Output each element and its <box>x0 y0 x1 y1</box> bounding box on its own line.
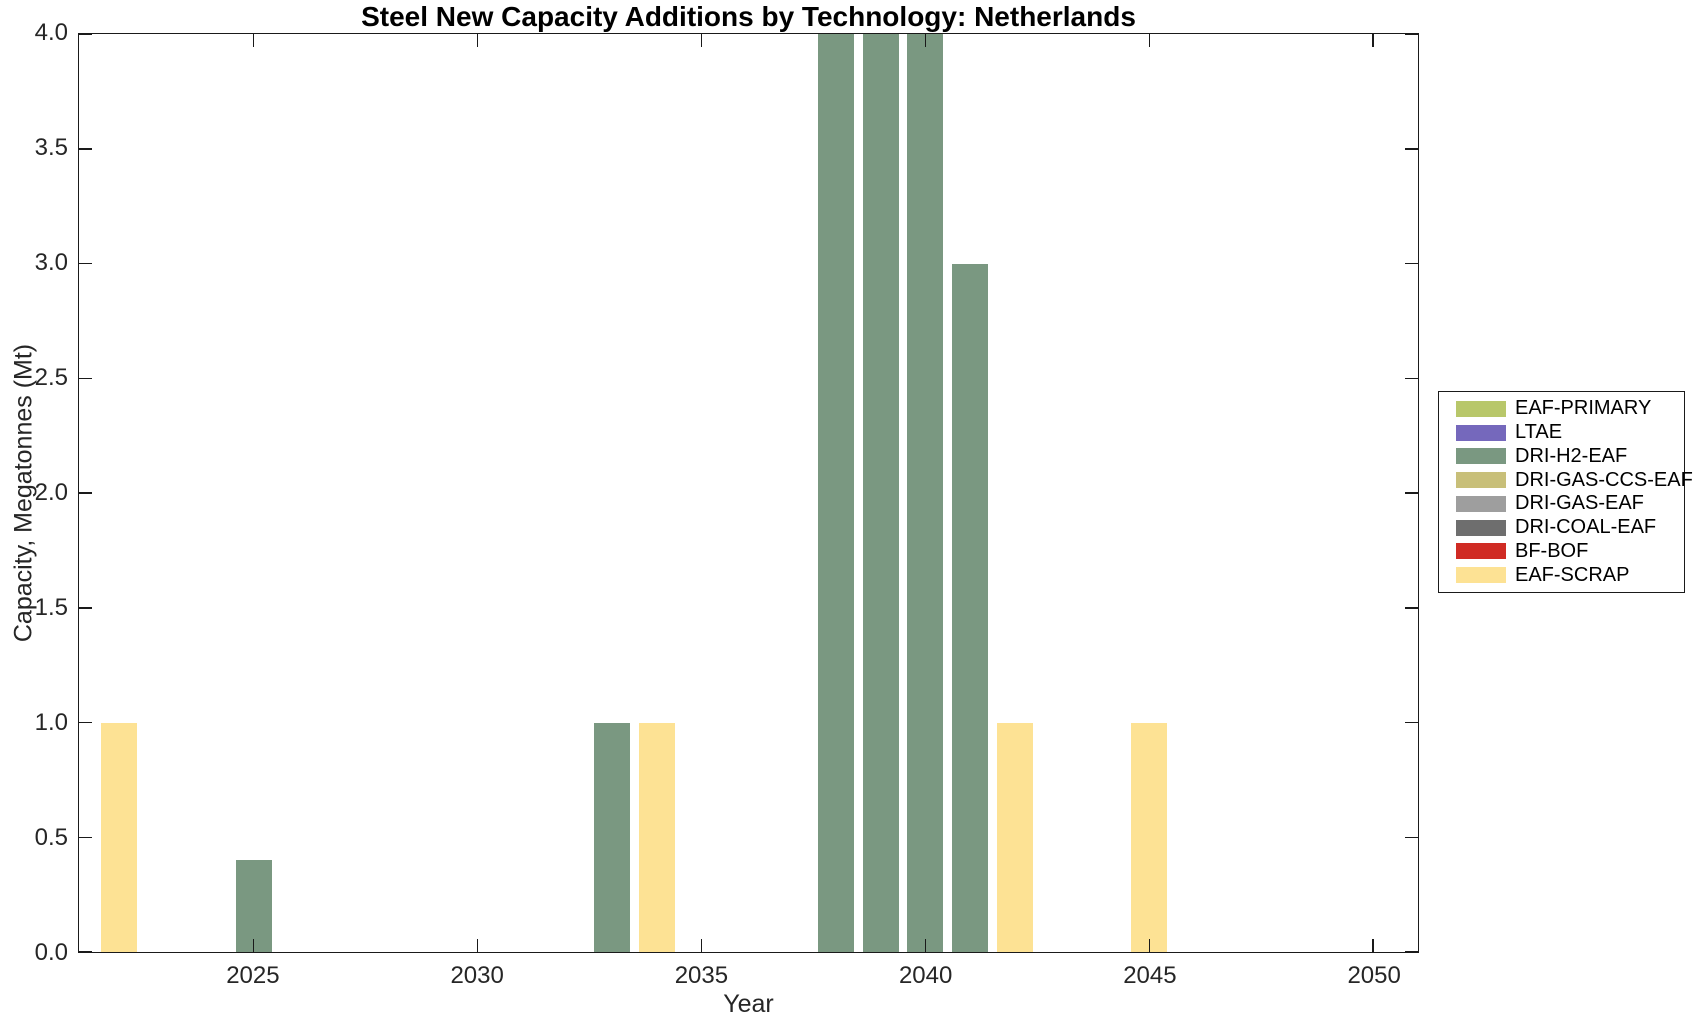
bar-2042-eaf-scrap <box>997 722 1033 952</box>
legend-swatch-eaf-scrap <box>1456 567 1506 584</box>
legend-label: LTAE <box>1515 421 1563 444</box>
legend-swatch-dri-gas-ccs-eaf <box>1456 472 1506 489</box>
legend-swatch-dri-h2-eaf <box>1456 448 1506 465</box>
legend-label: BF-BOF <box>1515 539 1589 562</box>
y-tick-label-4.0: 4.0 <box>34 19 68 46</box>
bar-2022-eaf-scrap <box>101 722 138 952</box>
x-tick-label-2050: 2050 <box>1347 962 1401 989</box>
y-tick-mark <box>79 836 92 838</box>
x-tick-mark-top <box>924 34 927 47</box>
x-tick-mark <box>924 939 927 952</box>
legend-row-ltae: LTAE <box>1456 421 1684 445</box>
y-tick-label-1.5: 1.5 <box>34 594 68 621</box>
legend-label: DRI-GAS-CCS-EAF <box>1515 468 1693 491</box>
y-tick-label-1.0: 1.0 <box>34 709 68 736</box>
chart-title: Steel New Capacity Additions by Technolo… <box>361 1 1136 32</box>
y-tick-mark <box>79 262 92 265</box>
x-tick-mark-top <box>476 34 479 47</box>
x-tick-label-2040: 2040 <box>898 962 953 989</box>
x-tick-mark <box>700 939 703 952</box>
legend-swatch-eaf-primary <box>1456 400 1506 417</box>
x-tick-label-2030: 2030 <box>450 962 504 989</box>
y-tick-mark <box>79 721 92 724</box>
legend-row-eaf-scrap: EAF-SCRAP <box>1456 563 1684 587</box>
legend-label: DRI-GAS-EAF <box>1515 492 1644 515</box>
bar-2038-dri-h2-eaf <box>817 34 854 952</box>
legend-row-eaf-primary: EAF-PRIMARY <box>1456 397 1684 421</box>
x-tick-label-2035: 2035 <box>674 962 729 989</box>
x-tick-mark-top <box>252 34 255 47</box>
y-tick-mark-right <box>1405 377 1418 379</box>
y-tick-label-0.5: 0.5 <box>34 824 68 851</box>
legend: EAF-PRIMARY LTAE DRI-H2-EAF DRI-GAS-CCS-EAF… <box>1438 391 1693 593</box>
bar-2040-dri-h2-eaf <box>907 34 944 952</box>
y-tick-mark-right <box>1405 33 1418 35</box>
bar-2039-dri-h2-eaf <box>862 34 899 952</box>
x-tick-mark-top <box>1148 34 1151 47</box>
x-tick-mark <box>252 939 255 952</box>
legend-label: EAF-SCRAP <box>1515 563 1630 586</box>
y-tick-mark <box>79 607 92 609</box>
bar-2033-dri-h2-eaf <box>594 722 630 952</box>
y-tick-mark-right <box>1405 607 1418 609</box>
y-tick-mark <box>79 492 92 494</box>
x-tick-mark <box>1148 939 1151 952</box>
y-tick-label-2.5: 2.5 <box>34 364 68 391</box>
y-tick-mark <box>79 33 92 35</box>
y-tick-label-3.5: 3.5 <box>34 134 68 161</box>
legend-label: DRI-H2-EAF <box>1515 444 1628 467</box>
bar-2034-eaf-scrap <box>638 722 675 952</box>
x-tick-label-2025: 2025 <box>226 962 280 989</box>
legend-swatch-bf-bof <box>1456 543 1506 560</box>
y-tick-label-0.0: 0.0 <box>34 939 68 966</box>
legend-row-dri-coal-eaf: DRI-COAL-EAF <box>1456 516 1684 540</box>
legend-swatch-dri-coal-eaf <box>1456 519 1506 536</box>
legend-row-dri-gas-ccs-eaf: DRI-GAS-CCS-EAF <box>1456 468 1693 492</box>
y-tick-mark-right <box>1405 721 1418 724</box>
legend-label: DRI-COAL-EAF <box>1515 516 1657 539</box>
legend-row-bf-bof: BF-BOF <box>1456 540 1684 564</box>
y-tick-mark-right <box>1405 262 1418 265</box>
x-tick-mark <box>476 939 479 952</box>
y-tick-mark-right <box>1405 836 1418 838</box>
bar-2025-dri-h2-eaf <box>235 860 272 952</box>
legend-row-dri-h2-eaf: DRI-H2-EAF <box>1456 445 1684 469</box>
x-tick-label-2045: 2045 <box>1123 962 1177 989</box>
x-axis-label: Year <box>723 990 774 1018</box>
y-tick-mark-right <box>1405 148 1418 150</box>
bar-2041-dri-h2-eaf <box>952 263 989 952</box>
x-tick-mark-top <box>700 34 703 47</box>
y-tick-mark <box>79 951 92 953</box>
y-tick-label-3.0: 3.0 <box>34 249 68 276</box>
bar-2045-eaf-scrap <box>1131 722 1168 952</box>
legend-swatch-dri-gas-eaf <box>1456 495 1506 512</box>
legend-swatch-ltae <box>1456 424 1506 441</box>
y-tick-mark-right <box>1405 492 1418 494</box>
y-tick-label-2.0: 2.0 <box>34 479 68 506</box>
plot-area <box>78 33 1419 953</box>
y-tick-mark <box>79 377 92 379</box>
legend-row-dri-gas-eaf: DRI-GAS-EAF <box>1456 492 1684 516</box>
y-tick-mark <box>79 148 92 150</box>
x-tick-mark-top <box>1372 34 1374 47</box>
legend-label: EAF-PRIMARY <box>1515 397 1652 420</box>
x-tick-mark <box>1372 939 1374 952</box>
y-tick-mark-right <box>1405 951 1418 953</box>
